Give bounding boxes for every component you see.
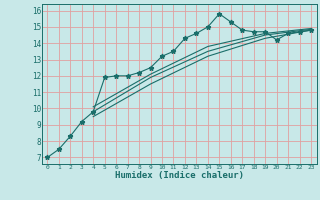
X-axis label: Humidex (Indice chaleur): Humidex (Indice chaleur)	[115, 171, 244, 180]
